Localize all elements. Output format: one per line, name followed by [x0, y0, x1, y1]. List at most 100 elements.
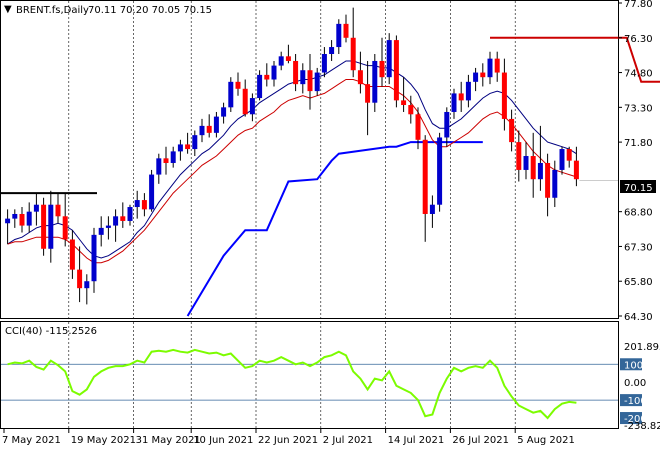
candle-bull	[249, 98, 255, 115]
y-tick-label: 76.30	[624, 34, 653, 45]
candle-bull	[177, 144, 183, 152]
candle-bull	[221, 107, 227, 117]
candle-bull	[105, 225, 111, 228]
cci-tick-label: -238.825	[624, 421, 660, 432]
candle-bear	[77, 269, 83, 289]
candle-bear	[365, 84, 371, 103]
price-badge-text: 70.15	[624, 183, 653, 194]
candle-bear	[141, 200, 147, 210]
y-axis: 77.80 76.30 74.80 73.30 71.80 68.80 67.30 65.80…	[579, 0, 660, 432]
candle-bull	[552, 169, 558, 198]
candle-bull	[170, 151, 176, 163]
candle-bear	[343, 23, 349, 38]
candle-bear	[264, 74, 270, 80]
ma-fast-line	[7, 60, 577, 259]
x-tick-label: 31 May 2021	[136, 435, 201, 446]
y-tick-label: 65.80	[624, 277, 653, 288]
candle-bear	[530, 156, 536, 180]
candle-bull	[278, 56, 284, 66]
blue-level-line	[186, 141, 483, 317]
candle-bear	[69, 239, 75, 270]
ohlc-readout: 70.11 70.20 70.05 70.15	[88, 5, 212, 16]
levels	[1, 36, 660, 317]
red-level-line	[490, 36, 660, 83]
candle-bear	[163, 158, 169, 163]
candle-bull	[228, 81, 234, 108]
candle-bear	[494, 58, 500, 73]
candle-bull	[451, 93, 457, 112]
candle-bull	[372, 60, 378, 103]
candle-bear	[307, 70, 313, 92]
cci-tick-label: -200	[624, 414, 647, 425]
cci-tick-label: 0.00	[624, 378, 646, 389]
candle-bull	[91, 234, 97, 282]
x-tick-label: 2 Jul 2021	[323, 435, 373, 446]
candle-bull	[321, 54, 327, 73]
candle-bull	[192, 135, 198, 150]
candle-bear	[379, 60, 385, 78]
dropdown-icon[interactable]: ▼	[4, 4, 12, 15]
candle-bull	[465, 81, 471, 101]
candle-bull	[134, 200, 140, 208]
candle-bull	[199, 125, 205, 136]
ma-slow-line	[7, 79, 577, 264]
cci-tick-label: 100	[624, 360, 643, 371]
candle-bear	[235, 81, 241, 89]
candles	[5, 7, 579, 305]
candle-bear	[55, 204, 61, 217]
cci-tick-label: -100	[624, 396, 647, 407]
candle-bull	[523, 156, 529, 170]
candle-bear	[501, 72, 507, 119]
candle-bull	[473, 72, 479, 82]
candle-bear	[350, 37, 356, 71]
candle-bull	[329, 47, 335, 55]
candle-bull	[314, 72, 320, 92]
candle-bull	[537, 162, 543, 180]
candle-bear	[458, 93, 464, 101]
candle-bull	[84, 281, 90, 289]
candle-bull	[156, 158, 162, 175]
candle-bear	[480, 72, 486, 78]
x-tick-label: 14 Jul 2021	[388, 435, 445, 446]
candle-bull	[429, 204, 435, 214]
candle-bear	[415, 114, 421, 140]
candle-bull	[127, 207, 133, 221]
cci-line	[7, 348, 577, 420]
candle-bear	[120, 216, 126, 221]
y-tick-label: 71.80	[624, 138, 653, 149]
candle-bear	[393, 40, 399, 101]
x-tick-label: 19 May 2021	[71, 435, 136, 446]
y-tick-label: 74.80	[624, 69, 653, 80]
candle-bear	[285, 56, 291, 61]
candle-bear	[357, 70, 363, 85]
candle-bull	[213, 116, 219, 133]
y-tick-label: 73.30	[624, 103, 653, 114]
candle-bull	[33, 204, 39, 212]
candle-bull	[98, 227, 104, 235]
x-tick-label: 22 Jun 2021	[258, 435, 318, 446]
cci-tick-badge	[620, 358, 642, 371]
price-badge	[620, 180, 656, 193]
candle-bear	[516, 142, 522, 170]
cci-tick-label: 201.8937	[624, 342, 660, 353]
candle-bull	[437, 137, 443, 205]
candle-bear	[573, 160, 579, 180]
cci-tick-badge	[620, 412, 642, 425]
candle-bull	[113, 216, 119, 226]
y-tick-label: 64.30	[624, 312, 653, 323]
candle-bear	[401, 100, 407, 106]
candle-bull	[149, 174, 155, 210]
candle-bull	[271, 65, 277, 80]
y-tick-label: 77.80	[624, 0, 653, 10]
x-tick-label: 26 Jul 2021	[452, 435, 509, 446]
x-tick-label: 7 May 2021	[2, 435, 61, 446]
candle-bear	[408, 105, 414, 115]
candle-bear	[41, 204, 47, 249]
cci-tick-badge	[620, 394, 642, 407]
y-tick-label: 67.30	[624, 242, 653, 253]
candle-bear	[566, 149, 572, 161]
candle-bear	[19, 213, 25, 226]
candle-bull	[386, 40, 392, 78]
